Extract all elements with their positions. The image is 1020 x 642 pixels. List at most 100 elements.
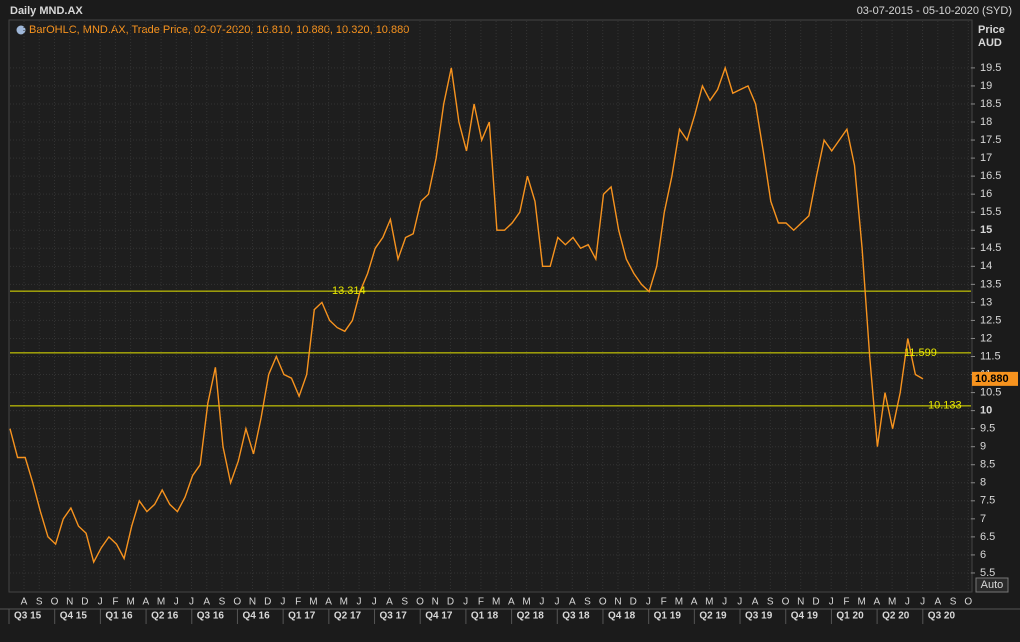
- x-tick-label: M: [309, 597, 317, 608]
- y-tick-label: 9: [980, 441, 986, 453]
- level-label: 10.133: [928, 400, 962, 412]
- x-tick-label: J: [357, 597, 362, 608]
- quarter-label: Q2 16: [151, 611, 179, 622]
- x-tick-label: A: [143, 597, 150, 608]
- y-tick-label: 7.5: [980, 495, 995, 507]
- x-tick-label: F: [478, 597, 484, 608]
- y-tick-label: 6: [980, 549, 986, 561]
- x-tick-label: M: [888, 597, 896, 608]
- x-tick-label: M: [157, 597, 165, 608]
- quarter-label: Q3 17: [380, 611, 408, 622]
- y-tick-label: 17: [980, 152, 992, 164]
- y-tick-label: 18: [980, 116, 992, 128]
- level-label: 13.314: [332, 285, 366, 297]
- x-tick-label: A: [934, 597, 941, 608]
- y-tick-label: 11.5: [980, 350, 1001, 362]
- y-tick-label: 10.5: [980, 386, 1001, 398]
- x-tick-label: A: [21, 597, 28, 608]
- quarter-label: Q4 18: [608, 611, 636, 622]
- quarter-label: Q3 15: [14, 611, 42, 622]
- x-tick-label: N: [66, 597, 73, 608]
- y-tick-label: 10: [980, 405, 992, 417]
- x-tick-label: F: [112, 597, 118, 608]
- x-tick-label: J: [98, 597, 103, 608]
- x-tick-label: M: [857, 597, 865, 608]
- y-tick-label: 19: [980, 80, 992, 92]
- quarter-label: Q3 20: [928, 611, 956, 622]
- x-tick-label: O: [51, 597, 59, 608]
- quarter-label: Q2 17: [334, 611, 362, 622]
- x-tick-label: J: [646, 597, 651, 608]
- quarter-label: Q1 19: [654, 611, 682, 622]
- quarter-label: Q2 20: [882, 611, 910, 622]
- legend: BarOHLC, MND.AX, Trade Price, 02-07-2020…: [29, 24, 409, 36]
- x-tick-label: N: [614, 597, 621, 608]
- x-tick-label: M: [675, 597, 683, 608]
- y-tick-label: 18.5: [980, 98, 1001, 110]
- x-tick-label: M: [522, 597, 530, 608]
- quarter-label: Q3 18: [562, 611, 590, 622]
- x-tick-label: N: [797, 597, 804, 608]
- x-tick-label: N: [432, 597, 439, 608]
- x-tick-label: M: [340, 597, 348, 608]
- quarter-label: Q1 17: [288, 611, 316, 622]
- x-tick-label: D: [264, 597, 271, 608]
- y-tick-label: 12: [980, 332, 992, 344]
- x-tick-label: J: [174, 597, 179, 608]
- x-tick-label: O: [233, 597, 241, 608]
- x-tick-label: S: [767, 597, 774, 608]
- x-tick-label: D: [630, 597, 637, 608]
- y-tick-label: 17.5: [980, 134, 1001, 146]
- quarter-label: Q4 15: [60, 611, 88, 622]
- quarter-label: Q3 19: [745, 611, 773, 622]
- x-tick-label: A: [325, 597, 332, 608]
- x-tick-label: J: [189, 597, 194, 608]
- x-tick-label: O: [416, 597, 424, 608]
- header-range: 03-07-2015 - 05-10-2020 (SYD): [857, 5, 1012, 17]
- quarter-label: Q4 16: [242, 611, 270, 622]
- x-tick-label: A: [386, 597, 393, 608]
- quarter-label: Q4 19: [791, 611, 819, 622]
- y-tick-label: 14.5: [980, 242, 1001, 254]
- level-label: 11.599: [904, 347, 937, 359]
- x-tick-label: A: [508, 597, 515, 608]
- x-tick-label: D: [812, 597, 819, 608]
- quarter-label: Q1 18: [471, 611, 499, 622]
- x-tick-label: S: [219, 597, 226, 608]
- y-tick-label: 14: [980, 260, 992, 272]
- x-tick-label: A: [203, 597, 210, 608]
- x-tick-label: N: [249, 597, 256, 608]
- y-axis-label: Price: [978, 24, 1005, 36]
- header-title: Daily MND.AX: [10, 5, 83, 17]
- x-tick-label: J: [829, 597, 834, 608]
- y-tick-label: 9.5: [980, 423, 995, 435]
- x-tick-label: M: [126, 597, 134, 608]
- x-tick-label: F: [843, 597, 849, 608]
- x-tick-label: A: [569, 597, 576, 608]
- x-tick-label: J: [920, 597, 925, 608]
- x-tick-label: J: [905, 597, 910, 608]
- x-tick-label: O: [599, 597, 607, 608]
- x-tick-label: J: [372, 597, 377, 608]
- x-tick-label: J: [463, 597, 468, 608]
- auto-button-label[interactable]: Auto: [981, 579, 1004, 591]
- y-tick-label: 15: [980, 224, 992, 236]
- x-tick-label: J: [555, 597, 560, 608]
- x-tick-label: M: [492, 597, 500, 608]
- y-tick-label: 13: [980, 296, 992, 308]
- x-tick-label: D: [447, 597, 454, 608]
- x-tick-label: J: [737, 597, 742, 608]
- y-tick-label: 12.5: [980, 314, 1001, 326]
- x-tick-label: O: [782, 597, 790, 608]
- quarter-label: Q2 19: [699, 611, 727, 622]
- x-tick-label: S: [401, 597, 408, 608]
- x-tick-label: O: [964, 597, 972, 608]
- y-tick-label: 6.5: [980, 531, 995, 543]
- legend-icon: [16, 25, 26, 35]
- auto-button[interactable]: [975, 577, 1009, 593]
- quarter-label: Q1 20: [836, 611, 864, 622]
- x-tick-label: F: [661, 597, 667, 608]
- x-tick-label: M: [705, 597, 713, 608]
